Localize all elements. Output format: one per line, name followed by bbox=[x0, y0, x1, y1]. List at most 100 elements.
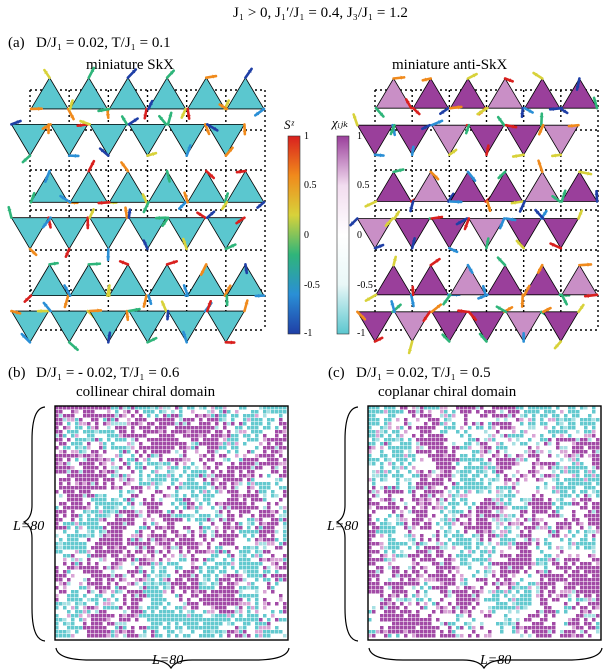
domain-cell bbox=[279, 514, 283, 518]
domain-cell bbox=[588, 446, 592, 450]
domain-cell bbox=[400, 586, 404, 590]
domain-cell bbox=[484, 598, 488, 602]
domain-cell bbox=[279, 558, 283, 562]
domain-cell bbox=[416, 474, 420, 478]
domain-cell bbox=[504, 478, 508, 482]
domain-cell bbox=[456, 518, 460, 522]
domain-cell bbox=[536, 558, 540, 562]
domain-cell bbox=[416, 618, 420, 622]
domain-cell bbox=[432, 506, 436, 510]
domain-cell bbox=[243, 630, 247, 634]
domain-cell bbox=[524, 526, 528, 530]
domain-cell bbox=[251, 426, 255, 430]
domain-cell bbox=[464, 622, 468, 626]
domain-cell bbox=[464, 494, 468, 498]
domain-cell bbox=[392, 582, 396, 586]
spin-arrowhead bbox=[399, 168, 404, 173]
domain-cell bbox=[263, 486, 267, 490]
domain-cell bbox=[255, 566, 259, 570]
domain-cell bbox=[243, 494, 247, 498]
domain-cell bbox=[183, 430, 187, 434]
domain-cell bbox=[552, 534, 556, 538]
domain-cell bbox=[540, 602, 544, 606]
domain-cell bbox=[380, 534, 384, 538]
domain-cell bbox=[468, 434, 472, 438]
domain-cell bbox=[207, 450, 211, 454]
domain-cell bbox=[63, 530, 67, 534]
domain-cell bbox=[231, 486, 235, 490]
spin-arrowhead bbox=[457, 105, 462, 110]
domain-cell bbox=[259, 482, 263, 486]
domain-cell bbox=[235, 502, 239, 506]
domain-cell bbox=[107, 438, 111, 442]
domain-cell bbox=[572, 630, 576, 634]
domain-cell bbox=[480, 518, 484, 522]
spin-arrowhead bbox=[456, 220, 461, 225]
domain-cell bbox=[283, 526, 287, 530]
domain-cell bbox=[159, 534, 163, 538]
domain-cell bbox=[560, 550, 564, 554]
domain-cell bbox=[183, 574, 187, 578]
domain-cell bbox=[63, 634, 67, 638]
domain-cell bbox=[203, 590, 207, 594]
domain-cell bbox=[496, 502, 500, 506]
domain-cell bbox=[115, 574, 119, 578]
domain-cell bbox=[131, 434, 135, 438]
domain-cell bbox=[103, 470, 107, 474]
domain-cell bbox=[564, 454, 568, 458]
domain-cell bbox=[119, 530, 123, 534]
domain-cell bbox=[83, 438, 87, 442]
domain-cell bbox=[163, 538, 167, 542]
domain-cell bbox=[251, 494, 255, 498]
domain-cell bbox=[512, 442, 516, 446]
domain-cell bbox=[59, 434, 63, 438]
domain-cell bbox=[416, 614, 420, 618]
domain-cell bbox=[504, 542, 508, 546]
domain-cell bbox=[480, 454, 484, 458]
domain-cell bbox=[127, 446, 131, 450]
domain-cell bbox=[568, 522, 572, 526]
domain-cell bbox=[464, 478, 468, 482]
domain-cell bbox=[432, 490, 436, 494]
domain-cell bbox=[540, 414, 544, 418]
domain-cell bbox=[448, 458, 452, 462]
domain-cell bbox=[103, 534, 107, 538]
domain-cell bbox=[83, 482, 87, 486]
domain-cell bbox=[231, 610, 235, 614]
chiral-triangle bbox=[167, 123, 206, 157]
domain-cell bbox=[472, 606, 476, 610]
domain-cell bbox=[588, 442, 592, 446]
spin-arrowhead bbox=[436, 304, 441, 309]
domain-cell bbox=[99, 630, 103, 634]
domain-cell bbox=[508, 494, 512, 498]
spin-arrowhead bbox=[53, 261, 58, 266]
domain-cell bbox=[492, 426, 496, 430]
domain-cell bbox=[556, 558, 560, 562]
domain-cell bbox=[155, 470, 159, 474]
domain-cell bbox=[75, 494, 79, 498]
domain-cell bbox=[163, 514, 167, 518]
domain-cell bbox=[484, 546, 488, 550]
chiral-triangle bbox=[468, 311, 505, 343]
domain-cell bbox=[420, 626, 424, 630]
domain-cell bbox=[59, 634, 63, 638]
spin-arrowhead bbox=[142, 302, 147, 307]
domain-cell bbox=[424, 566, 428, 570]
domain-cell bbox=[107, 614, 111, 618]
domain-cell bbox=[452, 510, 456, 514]
domain-cell bbox=[444, 498, 448, 502]
domain-cell bbox=[135, 510, 139, 514]
domain-cell bbox=[67, 422, 71, 426]
domain-cell bbox=[187, 426, 191, 430]
domain-cell bbox=[564, 534, 568, 538]
domain-cell bbox=[544, 598, 548, 602]
domain-cell bbox=[223, 446, 227, 450]
domain-cell bbox=[139, 598, 143, 602]
domain-cell bbox=[536, 498, 540, 502]
domain-cell bbox=[251, 502, 255, 506]
domain-cell bbox=[67, 538, 71, 542]
domain-cell bbox=[504, 514, 508, 518]
domain-cell bbox=[131, 594, 135, 598]
domain-cell bbox=[492, 570, 496, 574]
domain-cell bbox=[424, 422, 428, 426]
